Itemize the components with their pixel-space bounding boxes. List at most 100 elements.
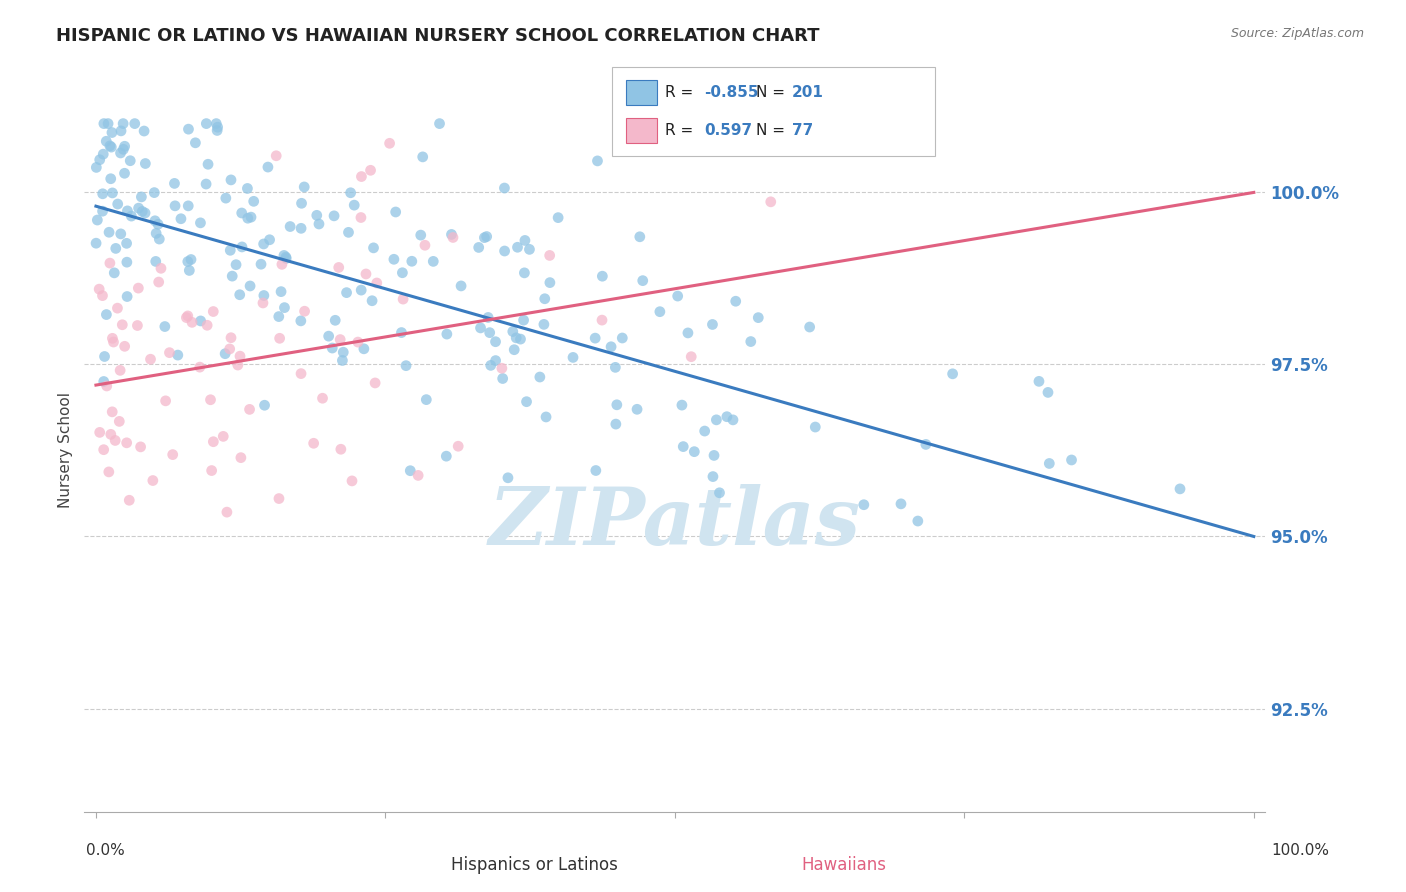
Point [146,217,169,231]
Point [340,474,363,488]
Point [143,214,166,228]
Point [290,367,312,381]
Point [605,417,627,431]
Point [89,153,111,167]
Point [205,117,228,131]
Point [672,440,695,454]
Point [271,257,294,271]
Point [207,120,229,135]
Point [890,497,912,511]
Point [215,191,238,205]
Point [474,230,496,244]
Point [1060,453,1083,467]
Point [329,333,352,347]
Point [467,240,489,254]
Point [127,281,149,295]
Point [93,442,115,457]
Point [240,210,263,224]
Point [1038,457,1060,471]
Point [441,230,464,244]
Point [321,341,343,355]
Point [562,351,585,365]
Point [724,294,747,309]
Point [221,269,243,284]
Point [361,293,384,308]
Point [290,314,312,328]
Text: 77: 77 [792,123,813,137]
Text: 0.597: 0.597 [704,123,752,137]
Point [591,269,613,284]
Point [447,439,470,453]
Point [115,289,138,303]
Point [107,301,129,315]
Point [134,206,156,220]
Point [269,331,291,345]
Point [706,413,728,427]
Point [132,124,155,138]
Point [852,498,875,512]
Point [470,321,492,335]
Point [142,474,165,488]
Point [804,420,827,434]
Point [202,304,225,318]
Point [505,331,527,345]
Point [114,139,136,153]
Point [591,313,613,327]
Point [128,201,150,215]
Point [131,204,153,219]
Point [350,211,373,225]
Point [512,313,534,327]
Point [278,219,301,234]
Point [628,229,651,244]
Point [399,464,422,478]
Point [148,275,170,289]
Point [253,398,276,412]
Point [98,139,121,153]
Point [188,360,211,375]
Point [181,315,204,329]
Point [219,244,242,258]
Point [274,250,297,264]
Point [267,310,290,324]
Point [112,142,135,156]
Point [747,310,769,325]
Point [110,227,132,241]
Point [177,122,200,136]
Point [145,227,167,241]
Point [148,232,170,246]
Point [1028,375,1050,389]
Point [96,134,118,148]
Text: 201: 201 [792,86,824,100]
Point [347,335,370,350]
Point [681,350,703,364]
Point [907,514,929,528]
Point [184,136,207,150]
Point [200,392,222,407]
Point [108,363,131,377]
Point [515,394,537,409]
Point [134,156,156,170]
Point [236,181,259,195]
Point [631,274,654,288]
Point [215,505,238,519]
Point [103,266,125,280]
Point [117,203,139,218]
Point [180,252,202,267]
Point [252,296,274,310]
Point [250,257,273,271]
Text: N =: N = [756,86,790,100]
Point [415,392,437,407]
Point [231,240,253,254]
Point [648,304,671,318]
Point [290,221,312,235]
Point [479,359,502,373]
Point [270,285,292,299]
Point [267,491,290,506]
Point [86,161,108,175]
Point [177,309,200,323]
Point [195,117,218,131]
Text: ZIPatlas: ZIPatlas [489,484,860,561]
Point [118,493,141,508]
Point [502,325,524,339]
Point [101,186,124,200]
